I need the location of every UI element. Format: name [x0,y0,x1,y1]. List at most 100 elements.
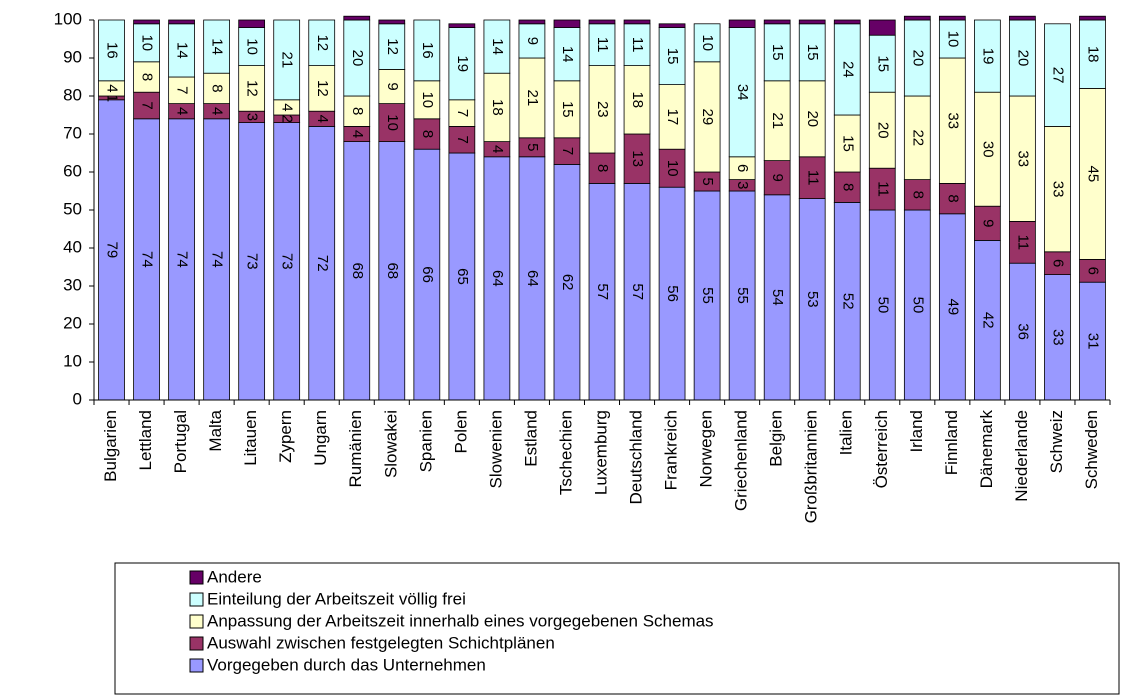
x-tick-label: Österreich [872,410,891,488]
data-label: 50 [874,297,891,314]
bar-segment [728,19,756,28]
bar-segment [448,23,476,28]
bar-segment [553,137,581,165]
data-label: 15 [874,55,891,72]
bar-segment [833,171,861,203]
bar-segment [378,19,406,25]
data-label: 20 [874,122,891,139]
data-label: 15 [769,44,786,61]
data-label: 15 [664,48,681,65]
x-tick-label: Zypern [276,410,295,463]
bar-segment [238,27,266,67]
data-label: 11 [874,181,891,197]
x-tick-label: Ungarn [311,410,330,466]
x-tick-label: Dänemark [977,410,996,489]
data-label: 3 [244,113,261,121]
data-label: 1 [104,94,121,102]
data-label: 27 [1049,67,1066,84]
data-label: 7 [559,147,576,155]
bar-segment [1009,220,1036,264]
bar-segment [798,23,826,82]
bar-segment [448,99,476,127]
data-label: 55 [699,287,716,304]
data-label: 9 [769,174,786,182]
bar-segment [273,19,301,101]
data-label: 4 [104,84,121,92]
x-tick-label: Tschechien [556,410,575,495]
data-label: 12 [384,38,401,55]
bar-segment [588,182,616,401]
data-label: 23 [594,101,611,118]
data-label: 14 [174,42,191,59]
bar-segment [763,19,791,25]
legend-swatch [189,636,204,651]
bar-segment [343,95,371,127]
legend-swatch [189,658,204,673]
data-label: 29 [699,109,716,126]
bar-segment [168,76,195,105]
bar-segment [868,209,896,401]
y-tick-label: 70 [63,123,82,142]
y-tick-label: 60 [63,161,82,180]
data-label: 20 [1014,50,1031,67]
bar-segment [273,122,301,401]
legend-label: Auswahl zwischen festgelegten Schichtplä… [207,633,555,652]
data-label: 74 [174,251,191,268]
data-label: 9 [524,37,541,45]
bar-segment [693,23,721,63]
data-label: 64 [489,270,506,287]
data-label: 7 [174,86,191,94]
data-label: 13 [629,150,646,167]
bar-segment [133,19,160,25]
data-label: 33 [1049,329,1066,346]
data-label: 11 [804,170,821,186]
data-label: 14 [209,38,226,55]
x-tick-label: Schweden [1082,410,1101,489]
y-tick-label: 50 [63,199,82,218]
x-tick-label: Schweiz [1047,410,1066,473]
bar-segment [518,156,546,401]
data-label: 12 [244,80,261,97]
data-label: 3 [734,181,751,189]
bar-segment [623,133,651,184]
bar-segment [658,27,686,86]
data-label: 52 [839,293,856,310]
bar-segment [1079,15,1106,21]
data-label: 50 [909,297,926,314]
bar-segment [763,160,791,196]
bar-segment [974,239,1001,401]
bar-segment [588,23,616,66]
bar-segment [98,19,125,82]
bar-segment [378,23,406,70]
data-label: 6 [734,164,751,172]
data-label: 72 [314,255,331,272]
x-tick-label: Norwegen [697,410,716,488]
data-label: 5 [699,177,716,185]
data-label: 54 [769,289,786,306]
data-label: 6 [1049,259,1066,267]
bar-segment [308,19,336,66]
bar-segment [938,182,966,215]
bar-segment [133,61,160,93]
data-label: 21 [524,90,541,107]
bar-segment [938,15,966,21]
bar-segment [483,156,511,401]
data-label: 16 [419,42,436,59]
bar-segment [133,23,160,63]
x-tick-label: Niederlande [1012,410,1031,502]
bar-segment [518,19,546,25]
data-label: 22 [909,129,926,146]
data-label: 19 [454,55,471,72]
data-label: 9 [979,219,996,227]
data-label: 8 [839,183,856,191]
y-tick-label: 40 [63,237,82,256]
data-label: 4 [279,103,296,111]
x-tick-label: Rumänien [346,410,365,488]
data-label: 7 [139,101,156,109]
data-label: 14 [559,46,576,63]
data-label: 57 [594,283,611,300]
data-label: 18 [1085,46,1102,63]
x-tick-label: Finnland [942,410,961,475]
bar-segment [868,167,896,211]
data-label: 4 [314,115,331,123]
